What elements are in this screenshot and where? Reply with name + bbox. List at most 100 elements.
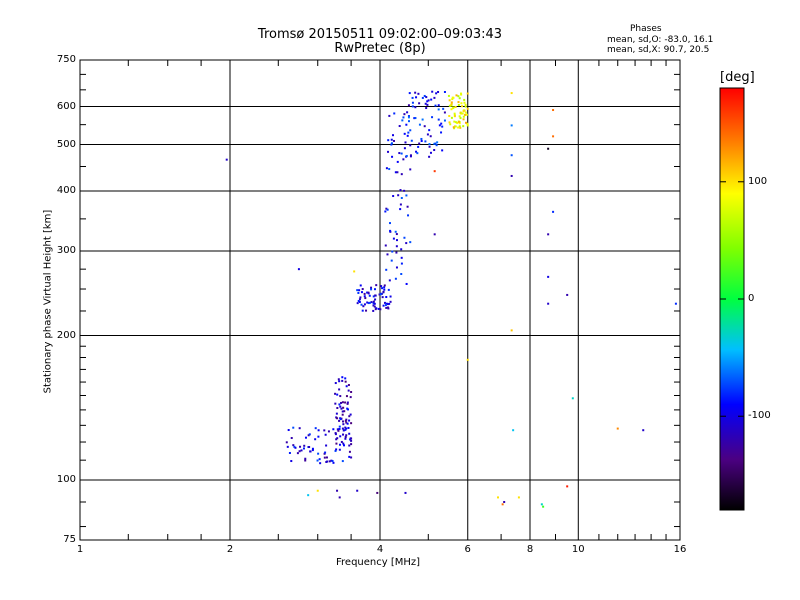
scatter-point [542, 505, 545, 508]
trace-point [400, 262, 403, 265]
trace-point [336, 437, 339, 440]
trace-point [442, 107, 445, 110]
trace-point [361, 288, 364, 291]
y-tick-label: 75 [63, 534, 76, 545]
trace-point [363, 303, 366, 306]
scatter-point [540, 503, 543, 506]
trace-point [424, 140, 427, 143]
trace-point [292, 426, 295, 429]
trace-point [428, 143, 431, 146]
trace-point [428, 155, 431, 158]
trace-point [348, 432, 351, 435]
trace-point [398, 152, 401, 155]
trace-point [403, 236, 406, 239]
chart-title: Tromsø 20150511 09:02:00–09:03:43 [257, 27, 503, 42]
trace-point [390, 143, 393, 146]
x-axis-label: Frequency [MHz] [336, 557, 421, 568]
trace-point [403, 132, 406, 135]
x-tick-label: 4 [376, 544, 384, 555]
trace-point [443, 111, 446, 114]
trace-point [454, 125, 457, 128]
trace-point [357, 291, 360, 294]
trace-point [435, 92, 438, 95]
trace-point [402, 158, 405, 161]
trace-point [287, 429, 290, 432]
trace-point [457, 101, 460, 104]
trace-point [358, 300, 361, 303]
x-tick-label: 8 [526, 544, 534, 555]
trace-point [389, 229, 392, 232]
trace-point [345, 395, 348, 398]
trace-point [462, 118, 465, 121]
trace-point [344, 435, 347, 438]
trace-point [339, 435, 342, 438]
trace-point [342, 444, 345, 447]
trace-point [425, 96, 428, 99]
trace-point [324, 451, 327, 454]
trace-point [409, 129, 412, 132]
trace-point [317, 429, 320, 432]
trace-point [341, 376, 344, 379]
trace-point [410, 139, 413, 142]
trace-point [443, 119, 446, 122]
trace-point [367, 302, 370, 305]
trace-point [330, 459, 333, 462]
trace-point [383, 284, 386, 287]
trace-point [433, 96, 436, 99]
trace-point [448, 99, 451, 102]
scatter-point [512, 429, 515, 432]
trace-point [405, 242, 408, 245]
trace-point [358, 289, 361, 292]
trace-point [426, 103, 429, 106]
trace-point [334, 392, 337, 395]
trace-point [300, 449, 303, 452]
trace-point [290, 437, 293, 440]
trace-point [348, 419, 351, 422]
y-tick-label: 600 [56, 100, 76, 112]
trace-point [314, 438, 317, 441]
trace-point [293, 445, 296, 448]
trace-point [379, 293, 382, 296]
trace-point [456, 121, 459, 124]
scatter-point [297, 268, 300, 271]
trace-point [386, 208, 389, 211]
trace-point [458, 120, 461, 123]
trace-point [403, 113, 406, 116]
trace-point [452, 126, 455, 129]
trace-point [429, 151, 432, 154]
trace-point [466, 122, 469, 125]
trace-point [431, 116, 434, 119]
trace-point [400, 173, 403, 176]
trace-point [417, 145, 420, 148]
trace-point [348, 455, 351, 458]
scatter-point [496, 496, 499, 499]
trace-point [345, 427, 348, 430]
trace-point [423, 94, 426, 97]
trace-point [438, 124, 441, 127]
trace-point [461, 105, 464, 108]
trace-point [337, 429, 340, 432]
trace-point [366, 291, 369, 294]
trace-point [347, 384, 350, 387]
trace-point [318, 458, 321, 461]
trace-point [402, 116, 405, 119]
trace-point [407, 115, 410, 118]
scatter-point [642, 429, 645, 432]
trace-point [428, 145, 431, 148]
trace-point [453, 120, 456, 123]
trace-point [350, 443, 353, 446]
scatter-point [566, 293, 569, 296]
trace-point [399, 208, 402, 211]
trace-point [462, 110, 465, 113]
trace-point [409, 154, 412, 157]
scatter-point [510, 329, 513, 332]
trace-point [390, 259, 393, 262]
trace-point [350, 422, 353, 425]
trace-point [343, 410, 346, 413]
scatter-point [466, 358, 469, 361]
trace-point [338, 419, 341, 422]
trace-point [348, 450, 351, 453]
trace-point [460, 92, 463, 95]
trace-point [387, 150, 390, 153]
trace-point [334, 433, 337, 436]
